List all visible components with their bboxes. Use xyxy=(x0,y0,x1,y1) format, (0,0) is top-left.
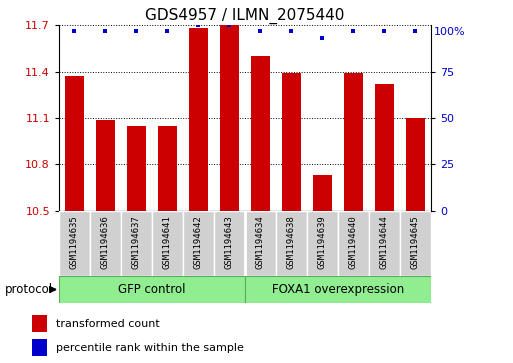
Text: GSM1194641: GSM1194641 xyxy=(163,215,172,269)
Text: GSM1194645: GSM1194645 xyxy=(411,215,420,269)
Bar xyxy=(282,73,301,211)
Bar xyxy=(32,315,47,332)
Bar xyxy=(214,211,245,276)
Text: GFP control: GFP control xyxy=(118,283,186,296)
Bar xyxy=(189,28,208,211)
Bar xyxy=(121,211,152,276)
Bar xyxy=(375,84,393,211)
Bar xyxy=(220,25,239,211)
Bar xyxy=(338,211,369,276)
Text: 100%: 100% xyxy=(433,27,465,37)
Text: GSM1194639: GSM1194639 xyxy=(318,215,327,269)
Bar xyxy=(152,211,183,276)
Bar xyxy=(65,76,84,211)
Bar xyxy=(59,211,90,276)
Bar xyxy=(369,211,400,276)
Bar xyxy=(313,175,332,211)
Bar xyxy=(127,126,146,211)
Bar xyxy=(59,276,245,303)
Text: percentile rank within the sample: percentile rank within the sample xyxy=(56,343,244,352)
Text: GSM1194634: GSM1194634 xyxy=(256,215,265,269)
Bar xyxy=(32,339,47,356)
Bar xyxy=(245,276,431,303)
Text: GSM1194635: GSM1194635 xyxy=(70,215,79,269)
Bar xyxy=(96,119,115,211)
Text: FOXA1 overexpression: FOXA1 overexpression xyxy=(272,283,404,296)
Bar xyxy=(344,73,363,211)
Text: GSM1194643: GSM1194643 xyxy=(225,215,234,269)
Bar xyxy=(90,211,121,276)
Text: transformed count: transformed count xyxy=(56,319,160,329)
Title: GDS4957 / ILMN_2075440: GDS4957 / ILMN_2075440 xyxy=(145,8,345,24)
Text: GSM1194636: GSM1194636 xyxy=(101,215,110,269)
Bar xyxy=(158,126,177,211)
Text: GSM1194642: GSM1194642 xyxy=(194,215,203,269)
Bar xyxy=(276,211,307,276)
Bar xyxy=(400,211,431,276)
Bar xyxy=(406,118,425,211)
Bar xyxy=(183,211,214,276)
Text: GSM1194637: GSM1194637 xyxy=(132,215,141,269)
Text: protocol: protocol xyxy=(5,283,53,296)
Text: GSM1194638: GSM1194638 xyxy=(287,215,296,269)
Text: GSM1194640: GSM1194640 xyxy=(349,215,358,269)
Bar xyxy=(245,211,276,276)
Text: GSM1194644: GSM1194644 xyxy=(380,215,389,269)
Bar xyxy=(307,211,338,276)
Bar xyxy=(251,56,270,211)
